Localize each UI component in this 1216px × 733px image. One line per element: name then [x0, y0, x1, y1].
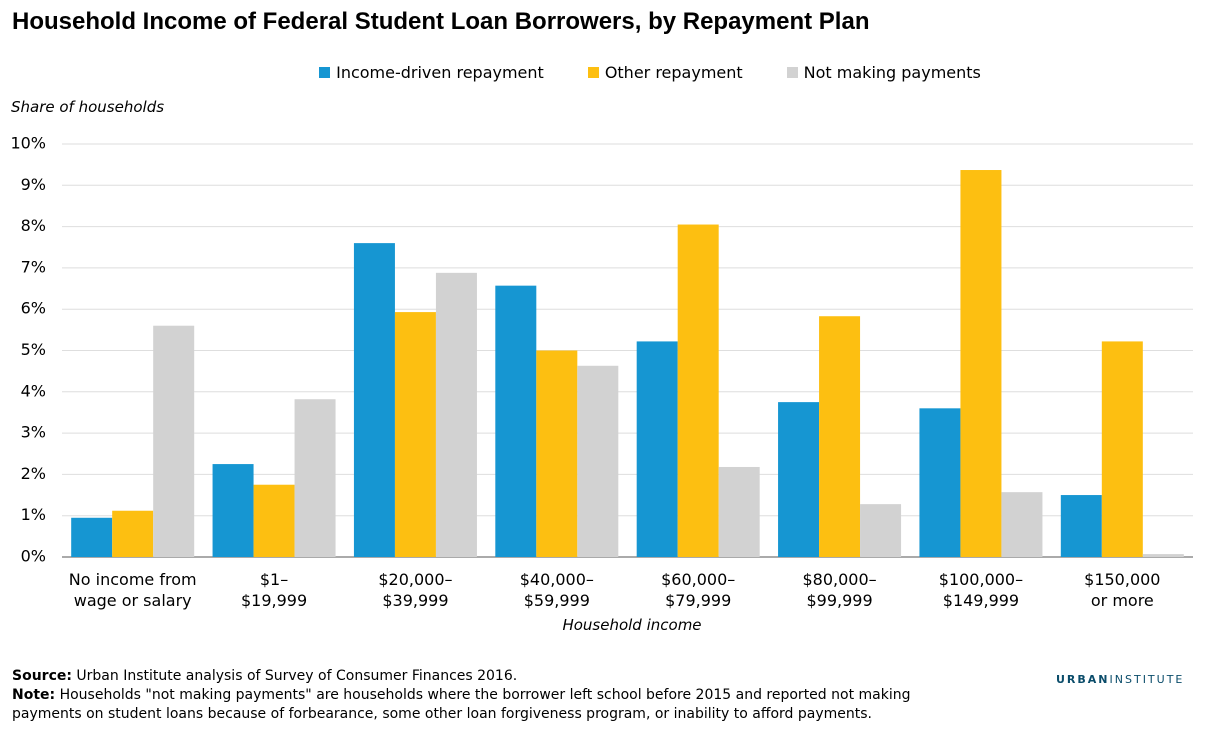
y-tick-label: 10%: [10, 134, 46, 153]
chart-title: Household Income of Federal Student Loan…: [12, 8, 870, 35]
x-tick-label: $150,000 or more: [1084, 570, 1161, 610]
bar: [1142, 554, 1184, 557]
legend-swatch: [786, 67, 798, 78]
y-tick-label: 6%: [21, 299, 46, 318]
bar: [253, 484, 295, 557]
x-tick-label: $1– $19,999: [240, 570, 308, 610]
bar: [536, 350, 578, 557]
x-axis-label: Household income: [562, 616, 702, 634]
legend-label: Other repayment: [604, 63, 743, 82]
y-axis-label: Share of households: [11, 98, 165, 116]
bar: [212, 464, 254, 557]
bar: [860, 504, 902, 557]
legend-item: Not making payments: [786, 63, 981, 82]
y-tick-label: 8%: [21, 216, 46, 235]
legend-label: Income-driven repayment: [336, 63, 544, 82]
y-tick-label: 7%: [21, 257, 46, 276]
x-tick-label: $80,000– $99,999: [802, 570, 877, 610]
legend-swatch: [319, 67, 331, 78]
bar: [778, 402, 820, 557]
bar: [577, 365, 619, 557]
source-label: Source:: [12, 668, 72, 684]
bar: [71, 517, 113, 557]
bar: [919, 408, 961, 557]
bar: [112, 510, 154, 557]
y-tick-label: 5%: [21, 340, 46, 359]
x-tick-label: $40,000– $59,999: [519, 570, 594, 610]
footer: Source: Urban Institute analysis of Surv…: [12, 667, 912, 724]
y-tick-label: 1%: [21, 505, 46, 524]
bar: [153, 325, 195, 557]
source-text: Urban Institute analysis of Survey of Co…: [76, 668, 518, 684]
logo-bold: URBAN: [1056, 673, 1110, 686]
note: Note: Households "not making payments" a…: [12, 686, 912, 724]
y-tick-label: 4%: [21, 381, 46, 400]
legend-item: Income-driven repayment: [319, 63, 544, 82]
bar: [960, 170, 1002, 558]
y-tick-label: 0%: [21, 547, 46, 566]
note-text: Households "not making payments" are hou…: [12, 687, 911, 722]
bar: [718, 466, 760, 557]
source: Source: Urban Institute analysis of Surv…: [12, 667, 912, 686]
bar: [1060, 495, 1102, 557]
x-tick-label: No income from wage or salary: [68, 570, 197, 610]
bar: [1001, 492, 1043, 557]
y-tick-label: 2%: [21, 464, 46, 483]
x-tick-label: $60,000– $79,999: [661, 570, 736, 610]
legend: Income-driven repayment Other repayment No…: [0, 63, 1216, 82]
bar: [495, 285, 537, 557]
legend-item: Other repayment: [587, 63, 743, 82]
bar: [677, 224, 719, 557]
logo-light: INSTITUTE: [1109, 673, 1185, 686]
bar: [1101, 341, 1143, 557]
legend-label: Not making payments: [803, 63, 981, 82]
y-tick-label: 9%: [21, 175, 46, 194]
bar: [353, 243, 395, 557]
bar: [294, 399, 336, 557]
bar: [819, 316, 861, 557]
bar: [435, 272, 477, 557]
y-tick-label: 3%: [21, 423, 46, 442]
bar: [636, 341, 678, 557]
legend-swatch: [587, 67, 599, 78]
note-label: Note:: [12, 687, 56, 703]
x-tick-label: $20,000– $39,999: [378, 570, 453, 610]
logo: URBANINSTITUTE: [1056, 673, 1184, 686]
bar: [394, 312, 436, 557]
x-tick-label: $100,000– $149,999: [938, 570, 1024, 610]
